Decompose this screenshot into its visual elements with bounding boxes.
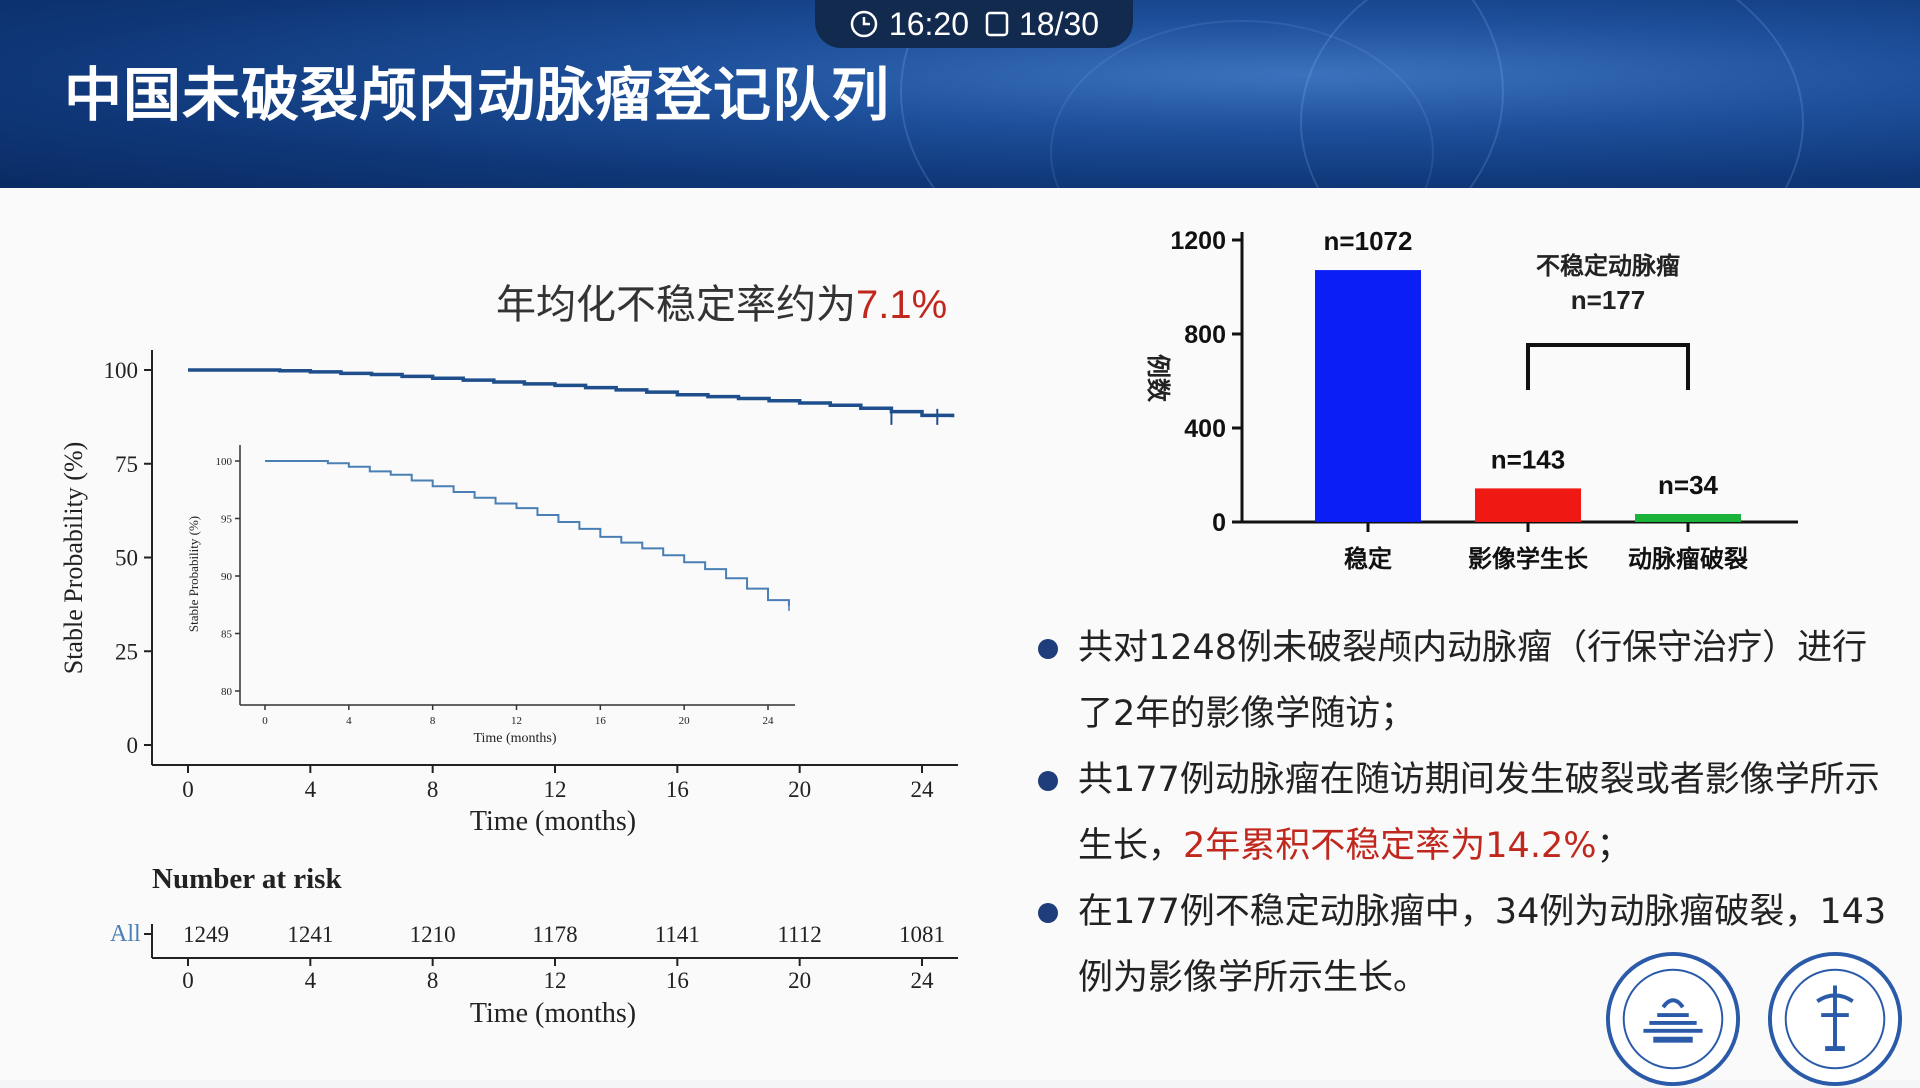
km-x-axis-label: Time (months) [470,806,636,837]
km-x-tick-label: 24 [911,777,935,802]
inset-y-tick-label: 80 [221,686,233,698]
risk-count: 1112 [778,922,822,947]
km-x-tick-label: 20 [788,777,811,802]
bullet-text: 共对1248例未破裂颅内动脉瘤（行保守治疗）进行了2年的影像学随访； [1078,628,1868,734]
km-x-tick-label: 16 [666,777,689,802]
risk-count: 1210 [410,922,456,947]
km-y-tick-label: 25 [115,639,138,664]
bar-y-axis-label: 例数 [1144,354,1171,403]
bar-category-label: 稳定 [1344,545,1392,573]
inset-x-tick-label: 20 [679,715,691,727]
km-x-tick-label: 8 [427,777,439,802]
inset-x-tick-label: 24 [763,715,775,727]
bullet-text-end: ； [1596,826,1632,866]
inset-x-tick-label: 0 [262,715,268,727]
rate-note-prefix: 年均化不稳定率约为 [496,282,856,328]
inset-x-tick-label: 16 [595,715,607,727]
inset-y-tick-label: 95 [221,514,233,526]
bar-data-label: n=143 [1491,444,1565,474]
bar-y-tick-label: 0 [1212,509,1226,537]
bar-data-label: n=1072 [1324,226,1413,256]
list-item: 在177例不稳定动脉瘤中，34例为动脉瘤破裂，143例为影像学所示生长。 [1030,879,1890,1011]
inset-x-tick-label: 12 [511,715,522,727]
inset-x-axis-label: Time (months) [473,731,556,746]
risk-count: 1241 [287,922,333,947]
risk-x-tick-label: 20 [788,968,811,993]
km-y-axis-label: Stable Probability (%) [59,442,88,675]
page-icon [985,11,1009,37]
risk-count: 1141 [655,922,700,947]
risk-x-tick-label: 24 [911,968,935,993]
km-y-tick-label: 100 [104,358,139,383]
inset-survival-curve [265,460,790,606]
annualized-rate-note: 年均化不稳定率约为7.1% [496,272,947,330]
inset-x-tick-label: 4 [346,715,352,727]
inset-y-axis-label: Stable Probability (%) [186,516,201,632]
km-y-tick-label: 0 [127,733,139,758]
km-x-tick-label: 4 [305,777,317,802]
bar-category-label: 影像学生长 [1468,545,1589,573]
slide-title: 中国未破裂颅内动脉瘤登记队列 [64,61,891,129]
bar-category-label: 动脉瘤破裂 [1628,545,1748,573]
risk-x-tick-label: 12 [544,968,567,993]
bullet-text: 共177例动脉瘤在随访期间发生破裂或者影像学所示生长， [1078,760,1880,866]
unstable-group-count: n=177 [1571,285,1645,315]
unstable-group-label: 不稳定动脉瘤 [1536,252,1680,280]
hospital-seal-logo [1605,951,1741,1087]
risk-count: 1249 [183,922,229,947]
km-survival-curve [188,368,955,418]
bar-y-tick-label: 1200 [1170,227,1226,255]
inset-y-tick-label: 85 [221,629,233,641]
risk-x-tick-label: 4 [305,968,317,993]
bar-2 [1475,488,1581,522]
inset-y-tick-label: 100 [216,456,233,468]
km-y-tick-label: 50 [115,546,138,571]
risk-x-tick-label: 8 [427,968,439,993]
slide-body [0,188,1920,1080]
bar-y-tick-label: 400 [1184,415,1226,443]
bar-3 [1635,514,1741,522]
risk-x-axis-label: Time (months) [470,998,636,1029]
km-x-tick-label: 12 [544,777,567,802]
km-x-tick-label: 0 [182,777,194,802]
km-y-tick-label: 75 [115,452,138,477]
unstable-group-bracket [1526,343,1690,390]
findings-list: 共对1248例未破裂颅内动脉瘤（行保守治疗）进行了2年的影像学随访； 共177例… [1030,615,1890,1011]
list-item: 共177例动脉瘤在随访期间发生破裂或者影像学所示生长，2年累积不稳定率为14.2… [1030,747,1890,879]
inset-y-tick-label: 90 [221,571,233,583]
risk-x-tick-label: 16 [666,968,689,993]
presentation-status-bar: 16:20 18/30 [815,0,1133,48]
bullet-icon [1038,771,1058,791]
risk-x-tick-label: 0 [182,968,194,993]
rate-note-value: 7.1% [856,283,948,327]
risk-table-title: Number at risk [152,863,342,895]
bar-data-label: n=34 [1658,470,1719,500]
bullet-icon [1038,639,1058,659]
risk-count: 1178 [532,922,577,947]
university-seal-logo [1767,951,1903,1087]
risk-group-label: All [110,921,141,947]
bullet-icon [1038,903,1058,923]
bullet-text: 在177例不稳定动脉瘤中，34例为动脉瘤破裂，143例为影像学所示生长。 [1078,892,1887,998]
list-item: 共对1248例未破裂颅内动脉瘤（行保守治疗）进行了2年的影像学随访； [1030,615,1890,747]
clock-time: 16:20 [888,5,969,42]
bar-1 [1315,270,1421,522]
clock-icon [850,10,878,38]
inset-x-tick-label: 8 [430,715,436,727]
page-counter: 18/30 [1019,5,1100,42]
bar-y-tick-label: 800 [1184,321,1226,349]
cumulative-rate-highlight: 2年累积不稳定率为14.2% [1183,826,1597,866]
risk-count: 1081 [899,922,945,947]
aneurysm-outcome-bar-chart: 0 400 800 1200 n=1072 稳定 n=143 影像学生长 n=34 动脉瘤破裂 例… [1144,226,1798,573]
